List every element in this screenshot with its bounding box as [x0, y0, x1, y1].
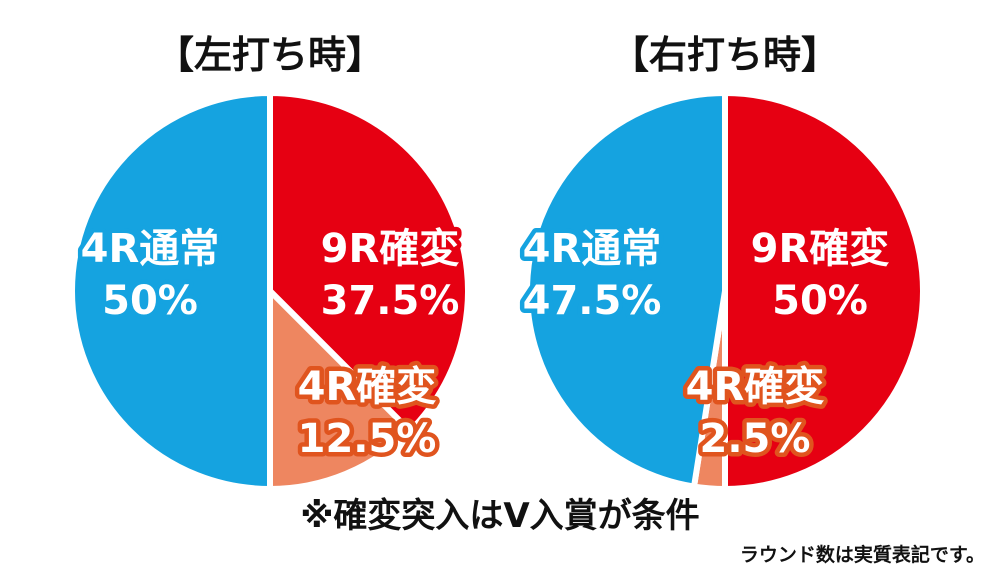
- slice-value-4r-tsujo: 47.5%: [523, 278, 662, 324]
- chart-title-left: 【左打ち時】: [156, 33, 384, 77]
- pie-slice-4r-tsujo: [524, 90, 728, 490]
- pie-left: [69, 90, 471, 492]
- slice-value-9r-kakuhen: 50%: [772, 278, 868, 324]
- pie-left-labels: 9R確変 37.5% 4R確変 12.5% 4R通常 50%: [76, 222, 464, 467]
- pie-slice-4r-tsujo: [69, 90, 273, 492]
- round-footnote: ラウンド数は実質表記です。: [740, 543, 985, 566]
- chart-title-right: 【右打ち時】: [611, 33, 839, 77]
- pie-right-labels: 9R確変 50% 4R確変 2.5% 4R通常 47.5%: [518, 222, 894, 467]
- slice-value-4r-kakuhen: 2.5%: [700, 416, 811, 462]
- slice-label-4r-tsujo: 4R通常: [81, 226, 220, 272]
- slice-label-4r-tsujo: 4R通常: [523, 226, 662, 272]
- condition-note: ※確変突入はV入賞が条件: [300, 496, 699, 536]
- pie-slice-4r-kakuhen: [267, 288, 414, 492]
- slice-label-9r-kakuhen: 9R確変: [751, 226, 890, 272]
- slice-value-9r-kakuhen: 37.5%: [321, 278, 460, 324]
- slice-value-4r-kakuhen: 12.5%: [298, 416, 437, 462]
- pie-slice-9r-kakuhen: [267, 90, 471, 435]
- slice-label-4r-kakuhen: 4R確変: [298, 364, 437, 410]
- slice-value-4r-tsujo: 50%: [102, 278, 198, 324]
- pie-right: [524, 90, 926, 492]
- pie-slice-9r-kakuhen: [722, 90, 926, 492]
- slice-label-9r-kakuhen: 9R確変: [321, 226, 460, 272]
- slice-label-4r-kakuhen: 4R確変: [686, 364, 825, 410]
